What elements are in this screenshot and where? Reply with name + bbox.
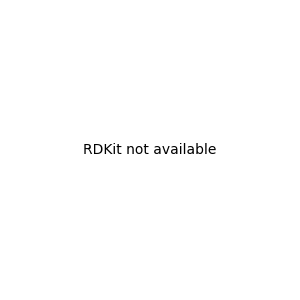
Text: RDKit not available: RDKit not available (83, 143, 217, 157)
